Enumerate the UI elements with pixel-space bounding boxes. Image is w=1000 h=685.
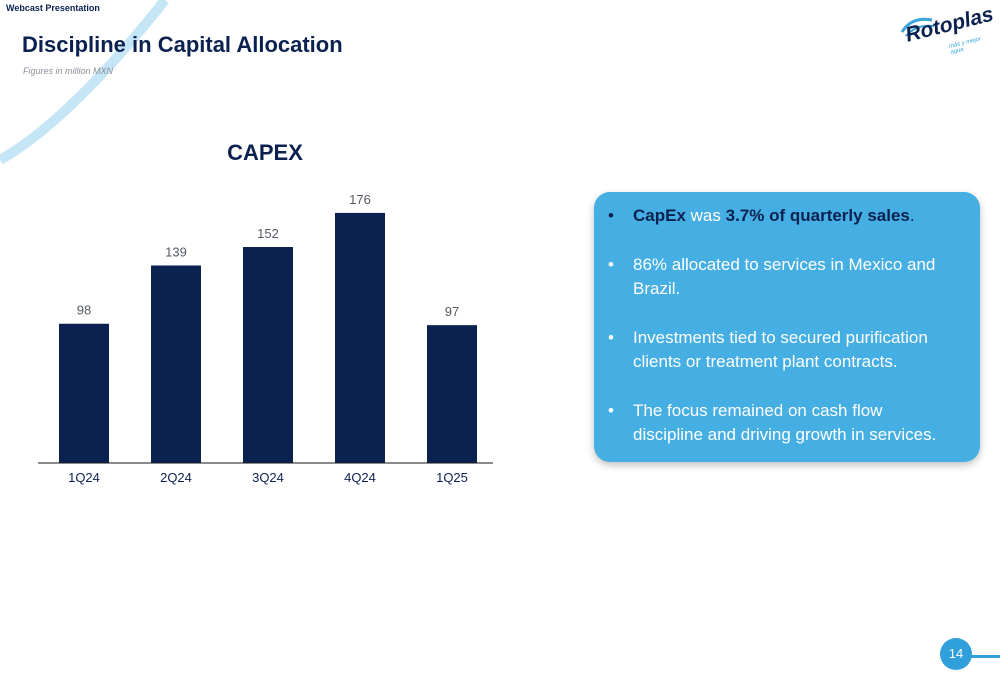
bar-2Q24 bbox=[151, 265, 201, 463]
bar-1Q25 bbox=[427, 325, 477, 463]
bullet-capex-share: CapEx was 3.7% of quarterly sales. bbox=[608, 204, 956, 228]
bar-1Q24 bbox=[59, 323, 109, 463]
data-label-2Q24: 139 bbox=[165, 244, 187, 259]
decorative-swoosh bbox=[0, 0, 169, 165]
capex-highlights-box: CapEx was 3.7% of quarterly sales. 86% a… bbox=[594, 192, 980, 462]
bullet-capex-term: CapEx bbox=[633, 206, 686, 225]
chart-title: CAPEX bbox=[227, 140, 303, 165]
x-tick-1Q24: 1Q24 bbox=[68, 470, 100, 485]
presentation-label: Webcast Presentation bbox=[6, 3, 100, 13]
page-number: 14 bbox=[940, 638, 972, 670]
capex-bar-chart: 98 1Q24 139 2Q24 152 3Q24 176 4Q24 97 1Q25 bbox=[38, 192, 493, 485]
x-tick-3Q24: 3Q24 bbox=[252, 470, 284, 485]
x-tick-2Q24: 2Q24 bbox=[160, 470, 192, 485]
bar-4Q24 bbox=[335, 212, 385, 463]
bullet-capex-connector: was bbox=[685, 206, 726, 225]
bullet-capex-percent: 3.7% of quarterly sales bbox=[725, 206, 910, 225]
page-subtitle: Figures in million MXN bbox=[23, 66, 114, 76]
data-label-4Q24: 176 bbox=[349, 192, 371, 207]
highlights-list: CapEx was 3.7% of quarterly sales. 86% a… bbox=[594, 192, 980, 447]
page-title: Discipline in Capital Allocation bbox=[22, 32, 343, 57]
bar-3Q24 bbox=[243, 247, 293, 463]
rotoplas-logo: Rotoplas más y mejor agua bbox=[890, 3, 996, 57]
x-tick-1Q25: 1Q25 bbox=[436, 470, 468, 485]
data-label-3Q24: 152 bbox=[257, 226, 279, 241]
bullet-investments: Investments tied to secured purification… bbox=[608, 326, 956, 374]
bullet-focus: The focus remained on cash flow discipli… bbox=[608, 399, 956, 447]
x-tick-4Q24: 4Q24 bbox=[344, 470, 376, 485]
page-indicator-line bbox=[960, 655, 1000, 658]
data-label-1Q24: 98 bbox=[77, 303, 91, 318]
bullet-allocation: 86% allocated to services in Mexico and … bbox=[608, 253, 956, 301]
bullet-capex-period: . bbox=[909, 206, 915, 225]
data-label-1Q25: 97 bbox=[445, 304, 459, 319]
logo-tagline: más y mejor agua bbox=[948, 36, 982, 56]
logo-mark-icon bbox=[900, 17, 935, 37]
